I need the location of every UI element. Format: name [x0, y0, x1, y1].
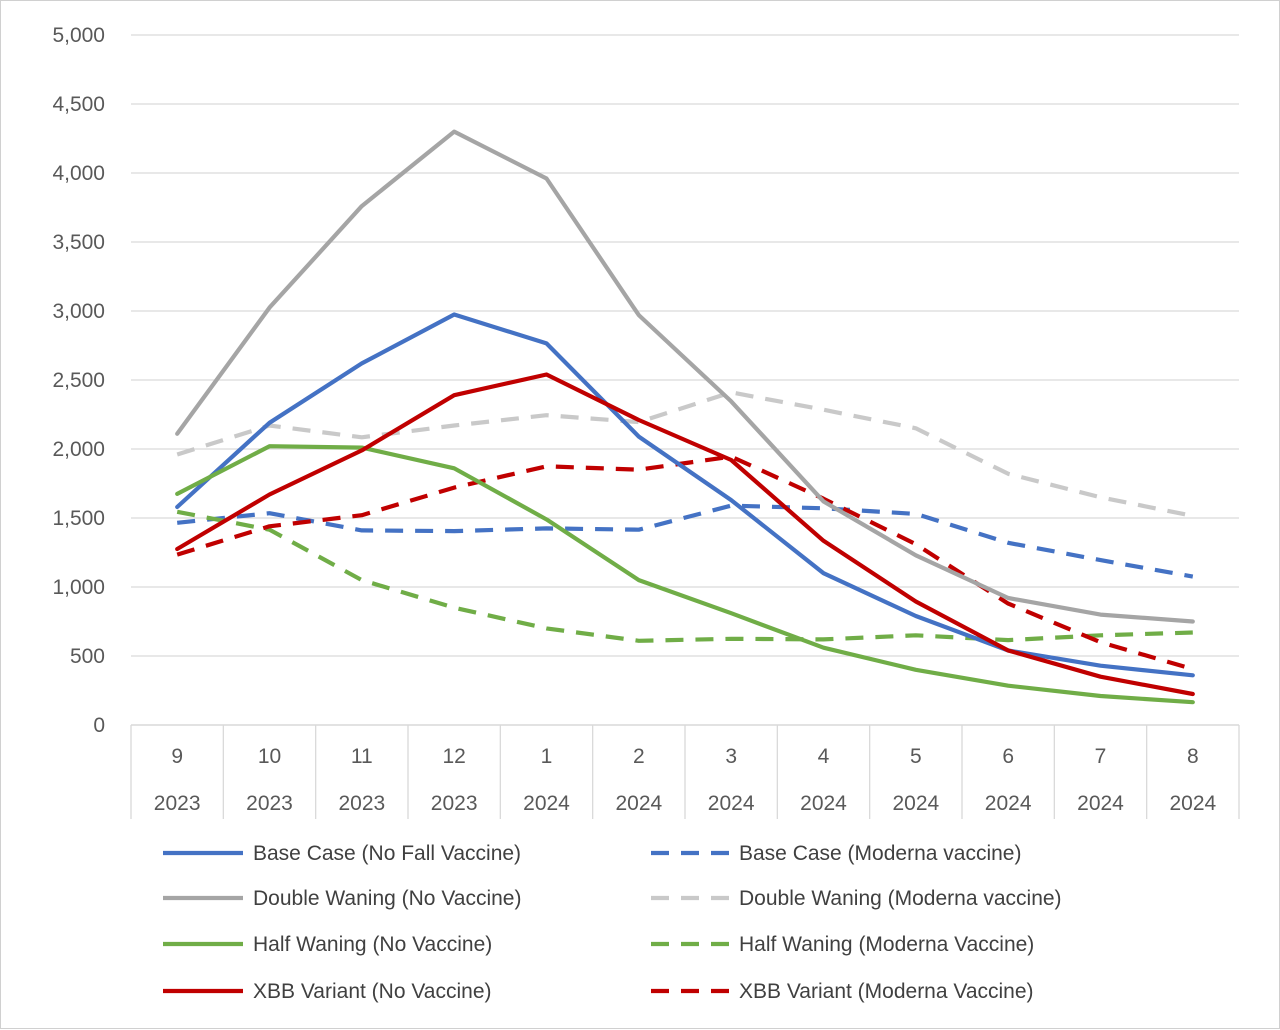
y-tick-label: 4,000 [52, 162, 105, 185]
series-lines [175, 129, 1195, 705]
x-tick-label-year: 2023 [154, 792, 201, 815]
x-tick-label-year: 2024 [708, 792, 755, 815]
x-tick-label-year: 2023 [338, 792, 385, 815]
x-tick-label-year: 2024 [1077, 792, 1124, 815]
series-line [176, 390, 1194, 518]
x-tick-label-month: 5 [910, 745, 922, 768]
y-tick-label: 3,000 [52, 300, 105, 323]
legend-item: XBB Variant (Moderna Vaccine) [651, 980, 1034, 1003]
y-tick-label: 1,000 [52, 576, 105, 599]
x-tick-label-month: 1 [541, 745, 553, 768]
series-line [175, 312, 1195, 678]
x-tick-label-month: 11 [351, 745, 373, 768]
y-tick-label: 2,500 [52, 369, 105, 392]
x-tick-label-year: 2024 [615, 792, 662, 815]
x-tick-label-month: 6 [1002, 745, 1014, 768]
x-tick-label-month: 2 [633, 745, 645, 768]
legend-label: Double Waning (Moderna vaccine) [739, 887, 1062, 910]
series-line [176, 454, 1194, 672]
y-tick-label: 500 [70, 645, 105, 668]
legend-item: Half Waning (Moderna Vaccine) [651, 933, 1034, 956]
legend-label: Half Waning (Moderna Vaccine) [739, 933, 1034, 956]
x-tick-label-month: 9 [171, 745, 183, 768]
x-tick-label-year: 2023 [246, 792, 293, 815]
x-tick-label-year: 2024 [892, 792, 939, 815]
series-line [175, 372, 1195, 697]
legend-label: XBB Variant (No Vaccine) [253, 980, 492, 1003]
x-tick-label-month: 4 [818, 745, 830, 768]
y-tick-label: 2,000 [52, 438, 105, 461]
series-line [175, 444, 1195, 705]
y-tick-label: 3,500 [52, 231, 105, 254]
gridlines [131, 34, 1239, 657]
x-tick-label-month: 7 [1095, 745, 1107, 768]
y-tick-label: 5,000 [52, 24, 105, 47]
y-tick-label: 0 [93, 714, 105, 737]
legend-label: Base Case (No Fall Vaccine) [253, 842, 521, 865]
x-tick-label-month: 8 [1187, 745, 1199, 768]
legend-item: Half Waning (No Vaccine) [163, 933, 492, 956]
x-tick-label-year: 2024 [800, 792, 847, 815]
x-tick-label-year: 2024 [985, 792, 1032, 815]
series-line [175, 129, 1195, 624]
legend-label: Base Case (Moderna vaccine) [739, 842, 1021, 865]
legend-item: Base Case (Moderna vaccine) [651, 842, 1021, 865]
y-tick-label: 1,500 [52, 507, 105, 530]
legend-item: Double Waning (Moderna vaccine) [651, 887, 1062, 910]
series-line [176, 509, 1193, 643]
x-tick-label-month: 3 [725, 745, 737, 768]
legend-item: Double Waning (No Vaccine) [163, 887, 521, 910]
axes: 0 500 1,000 1,500 2,000 2,500 3,000 3,500 4,000 4… [52, 24, 1240, 819]
legend-label: Double Waning (No Vaccine) [253, 887, 521, 910]
legend-item: Base Case (No Fall Vaccine) [163, 842, 521, 865]
x-tick-label-year: 2024 [523, 792, 570, 815]
x-tick-label-month: 12 [442, 745, 465, 768]
legend: Base Case (No Fall Vaccine) Base Case (Mo… [163, 842, 1062, 1003]
legend-item: XBB Variant (No Vaccine) [163, 980, 492, 1003]
y-tick-label: 4,500 [52, 93, 105, 116]
legend-label: XBB Variant (Moderna Vaccine) [739, 980, 1034, 1003]
series-line [176, 503, 1194, 579]
x-tick-label-year: 2024 [1169, 792, 1216, 815]
x-tick-label-month: 10 [258, 745, 281, 768]
x-tick-label-year: 2023 [431, 792, 478, 815]
legend-label: Half Waning (No Vaccine) [253, 933, 492, 956]
